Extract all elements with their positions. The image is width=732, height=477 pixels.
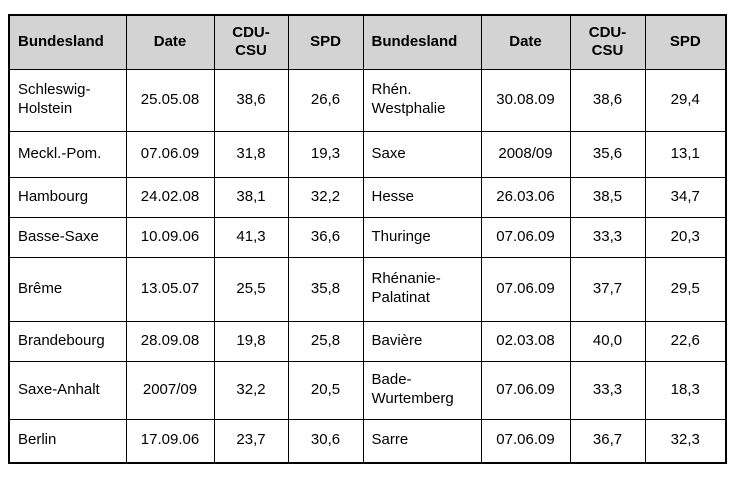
table-row: Brême 13.05.07 25,5 35,8 Rhénanie-Palatinat 0… [8, 256, 727, 322]
spd-cell: 30,6 [287, 418, 364, 464]
date-cell: 2008/09 [480, 130, 571, 178]
bundesland-cell: Berlin [8, 418, 127, 464]
bundesland-cell: Brandebourg [8, 320, 127, 362]
column-header-cdu-csu: CDU-CSU [569, 14, 646, 70]
date-cell: 07.06.09 [125, 130, 215, 178]
spd-cell: 29,4 [644, 68, 727, 132]
spd-cell: 25,8 [287, 320, 364, 362]
column-header-spd: SPD [644, 14, 727, 70]
spd-cell: 32,2 [287, 176, 364, 218]
column-header-date: Date [480, 14, 571, 70]
table-row: Berlin 17.09.06 23,7 30,6 Sarre 07.06.09 36,7 3… [8, 418, 727, 464]
table-row: Basse-Saxe 10.09.06 41,3 36,6 Thuringe 07.06.… [8, 216, 727, 258]
date-cell: 2007/09 [125, 360, 215, 420]
cdu-csu-cell: 35,6 [569, 130, 646, 178]
date-cell: 24.02.08 [125, 176, 215, 218]
cdu-csu-cell: 38,6 [213, 68, 289, 132]
spd-cell: 29,5 [644, 256, 727, 322]
column-header-bundesland: Bundesland [362, 14, 482, 70]
spd-cell: 32,3 [644, 418, 727, 464]
spd-cell: 35,8 [287, 256, 364, 322]
bundesland-cell: Schleswig-Holstein [8, 68, 127, 132]
spd-cell: 18,3 [644, 360, 727, 420]
cdu-csu-cell: 38,1 [213, 176, 289, 218]
bundesland-cell: Bavière [362, 320, 482, 362]
table-row: Brandebourg 28.09.08 19,8 25,8 Bavière 02.03.… [8, 320, 727, 362]
bundesland-cell: Rhén. Westphalie [362, 68, 482, 132]
cdu-csu-cell: 31,8 [213, 130, 289, 178]
date-cell: 10.09.06 [125, 216, 215, 258]
spd-cell: 22,6 [644, 320, 727, 362]
date-cell: 07.06.09 [480, 418, 571, 464]
spd-cell: 26,6 [287, 68, 364, 132]
table-row: Schleswig-Holstein 25.05.08 38,6 26,6 Rhén. … [8, 68, 727, 132]
cdu-csu-cell: 33,3 [569, 360, 646, 420]
cdu-csu-cell: 37,7 [569, 256, 646, 322]
spd-cell: 20,3 [644, 216, 727, 258]
spd-cell: 20,5 [287, 360, 364, 420]
date-cell: 13.05.07 [125, 256, 215, 322]
cdu-csu-cell: 32,2 [213, 360, 289, 420]
bundesland-cell: Sarre [362, 418, 482, 464]
cdu-csu-cell: 23,7 [213, 418, 289, 464]
bundesland-cell: Hesse [362, 176, 482, 218]
date-cell: 02.03.08 [480, 320, 571, 362]
cdu-csu-cell: 19,8 [213, 320, 289, 362]
date-cell: 28.09.08 [125, 320, 215, 362]
table-row: Hambourg 24.02.08 38,1 32,2 Hesse 26.03.06 38,… [8, 176, 727, 218]
date-cell: 07.06.09 [480, 216, 571, 258]
spd-cell: 36,6 [287, 216, 364, 258]
spd-cell: 19,3 [287, 130, 364, 178]
cdu-csu-cell: 33,3 [569, 216, 646, 258]
column-header-date: Date [125, 14, 215, 70]
bundesland-cell: Basse-Saxe [8, 216, 127, 258]
column-header-cdu-csu: CDU-CSU [213, 14, 289, 70]
bundesland-cell: Bade-Wurtemberg [362, 360, 482, 420]
date-cell: 30.08.09 [480, 68, 571, 132]
date-cell: 07.06.09 [480, 256, 571, 322]
bundesland-cell: Meckl.-Pom. [8, 130, 127, 178]
spd-cell: 34,7 [644, 176, 727, 218]
table-body: Schleswig-Holstein 25.05.08 38,6 26,6 Rhén. … [8, 68, 727, 464]
date-cell: 17.09.06 [125, 418, 215, 464]
column-header-spd: SPD [287, 14, 364, 70]
cdu-csu-cell: 40,0 [569, 320, 646, 362]
bundesland-cell: Saxe-Anhalt [8, 360, 127, 420]
bundesland-cell: Rhénanie-Palatinat [362, 256, 482, 322]
bundesland-cell: Thuringe [362, 216, 482, 258]
bundesland-cell: Hambourg [8, 176, 127, 218]
cdu-csu-cell: 41,3 [213, 216, 289, 258]
cdu-csu-cell: 36,7 [569, 418, 646, 464]
cdu-csu-cell: 38,6 [569, 68, 646, 132]
table-header-row: Bundesland Date CDU-CSU SPD Bundesland Date CD… [8, 14, 727, 70]
spd-cell: 13,1 [644, 130, 727, 178]
date-cell: 26.03.06 [480, 176, 571, 218]
cdu-csu-cell: 38,5 [569, 176, 646, 218]
bundesland-cell: Brême [8, 256, 127, 322]
election-results-table: Bundesland Date CDU-CSU SPD Bundesland Date CD… [8, 14, 727, 464]
column-header-bundesland: Bundesland [8, 14, 127, 70]
table-row: Meckl.-Pom. 07.06.09 31,8 19,3 Saxe 2008/09 35… [8, 130, 727, 178]
cdu-csu-cell: 25,5 [213, 256, 289, 322]
date-cell: 07.06.09 [480, 360, 571, 420]
bundesland-cell: Saxe [362, 130, 482, 178]
table-row: Saxe-Anhalt 2007/09 32,2 20,5 Bade-Wurtember… [8, 360, 727, 420]
date-cell: 25.05.08 [125, 68, 215, 132]
